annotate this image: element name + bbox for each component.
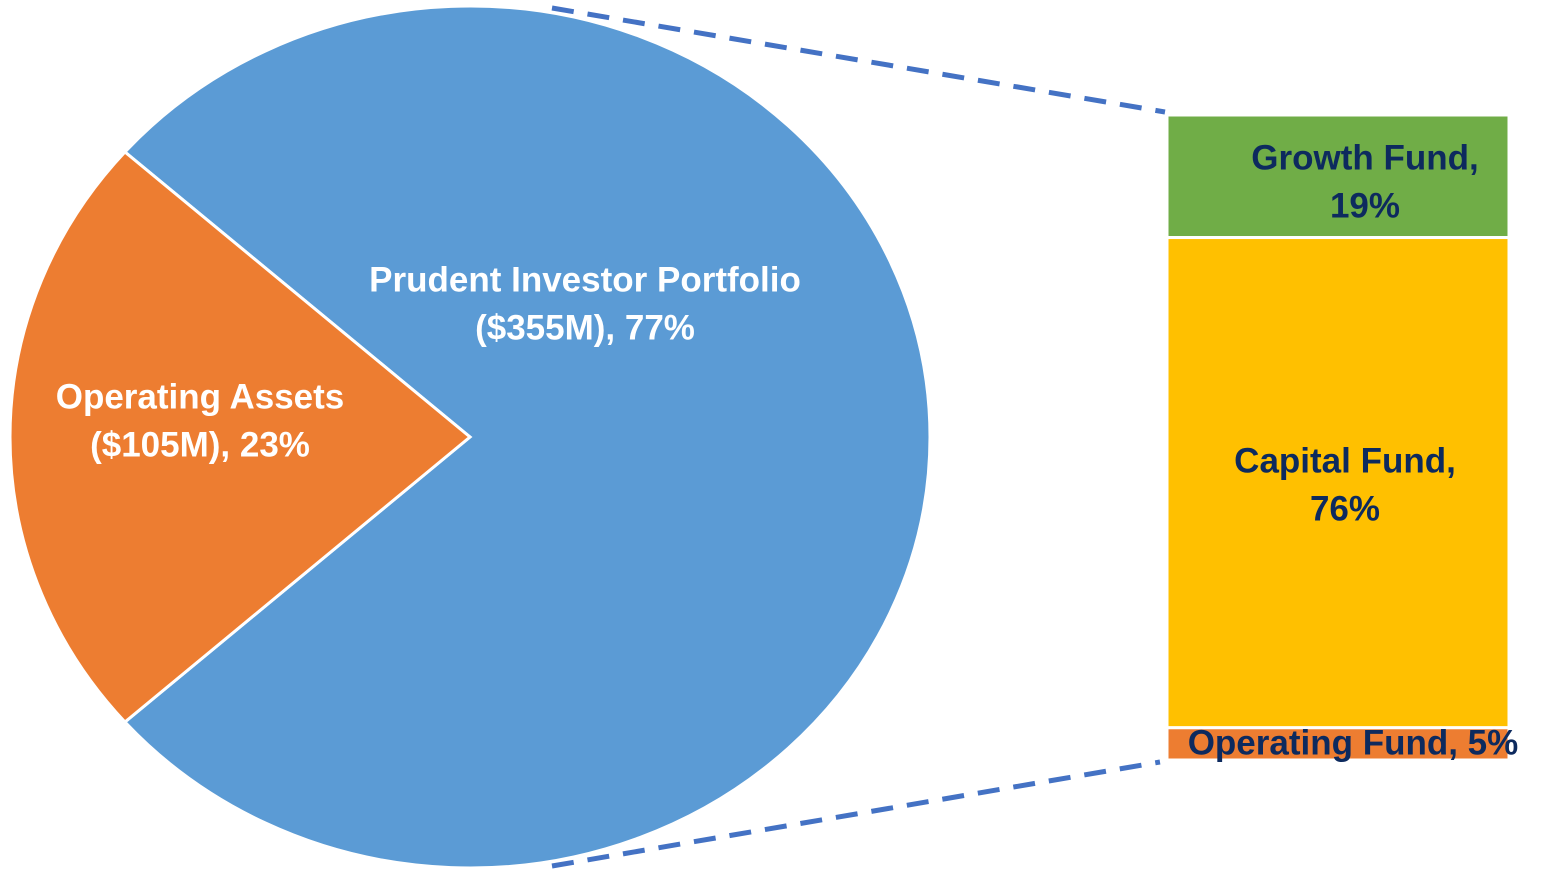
- connector-line: [551, 759, 1161, 869]
- pie-slice: [8, 149, 473, 725]
- pie-label: ($105M), 23%: [90, 425, 310, 464]
- bar-label: Growth Fund,: [1251, 138, 1478, 177]
- bar-label: Operating Fund, 5%: [1188, 723, 1519, 762]
- bar-label: Capital Fund,: [1234, 441, 1456, 480]
- bar-segment: [1165, 726, 1511, 762]
- pie-label: Operating Assets: [56, 377, 345, 416]
- pie-slice: [122, 4, 932, 870]
- bar-label: 19%: [1330, 186, 1400, 225]
- pie-label: ($355M), 77%: [475, 308, 695, 347]
- bar-segment: [1165, 113, 1511, 240]
- pie-label: Prudent Investor Portfolio: [369, 260, 801, 299]
- connector-line: [551, 5, 1166, 115]
- bar-segment: [1165, 236, 1511, 730]
- bar-label: 76%: [1310, 489, 1380, 528]
